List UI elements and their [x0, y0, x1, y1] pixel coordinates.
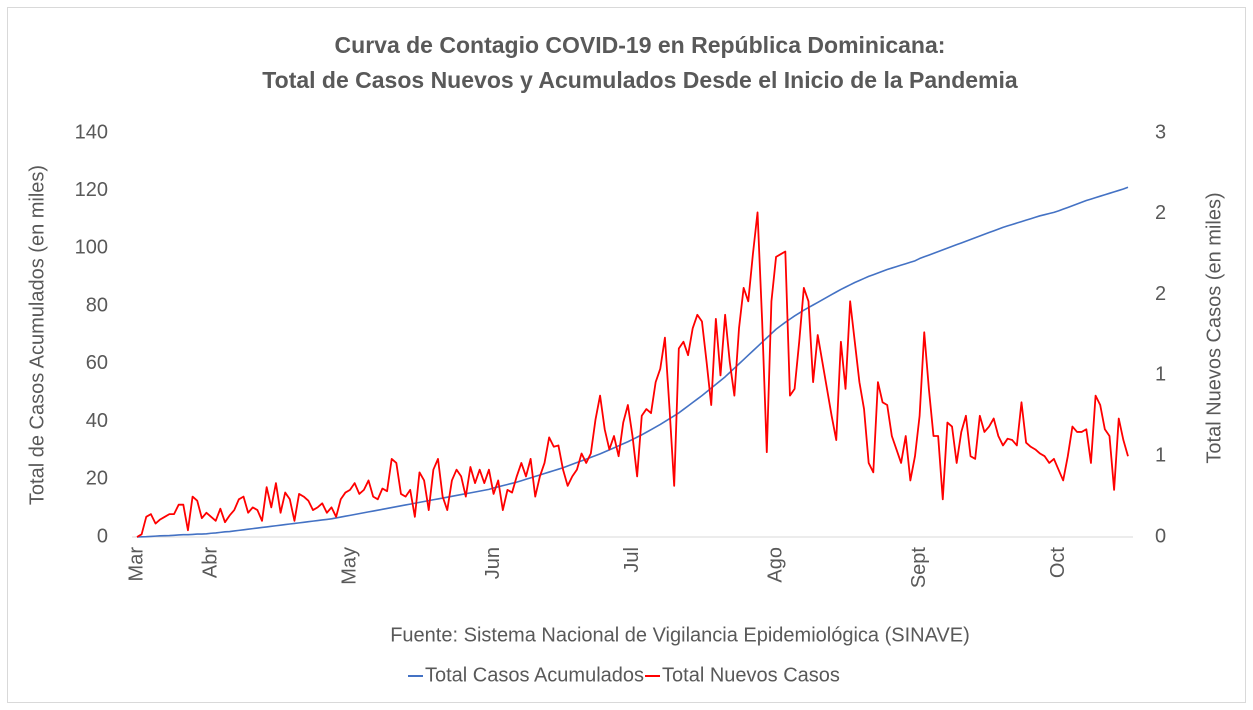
source-note: Fuente: Sistema Nacional de Vigilancia E… [390, 624, 970, 646]
series-line [136, 211, 1129, 538]
y-tick-label: 80 [86, 294, 108, 316]
x-tick-label: Ago [764, 547, 786, 583]
y2-tick-label: 2 [1155, 202, 1166, 224]
y-tick-label: 20 [86, 468, 108, 490]
x-tick-label: Abr [199, 547, 221, 578]
legend-label: Total Casos Acumulados [425, 664, 644, 686]
x-tick-label: Jul [621, 547, 643, 573]
x-tick-label: Mar [125, 547, 147, 582]
chart-title: Curva de Contagio COVID-19 en República … [335, 32, 946, 58]
y2-tick-label: 0 [1155, 525, 1166, 547]
y-tick-label: 140 [75, 121, 108, 143]
x-tick-label: May [338, 547, 360, 585]
legend-label: Total Nuevos Casos [662, 664, 840, 686]
y2-tick-label: 3 [1155, 121, 1166, 143]
y-tick-label: 60 [86, 352, 108, 374]
x-tick-label: Oct [1047, 547, 1069, 579]
y-axis-title: Total de Casos Acumulados (en miles) [26, 165, 48, 505]
x-tick-label: Sept [908, 547, 930, 589]
y2-tick-label: 1 [1155, 364, 1166, 386]
y2-tick-label: 2 [1155, 283, 1166, 305]
y2-tick-label: 1 [1155, 444, 1166, 466]
y-tick-label: 0 [97, 525, 108, 547]
chart-title: Total de Casos Nuevos y Acumulados Desde… [262, 67, 1018, 93]
chart-border [7, 7, 1246, 703]
y-tick-label: 120 [75, 179, 108, 201]
y2-axis-title: Total Nuevos Casos (en miles) [1203, 192, 1225, 463]
x-tick-label: Jun [482, 547, 504, 579]
y-tick-label: 40 [86, 410, 108, 432]
y-tick-label: 100 [75, 237, 108, 259]
